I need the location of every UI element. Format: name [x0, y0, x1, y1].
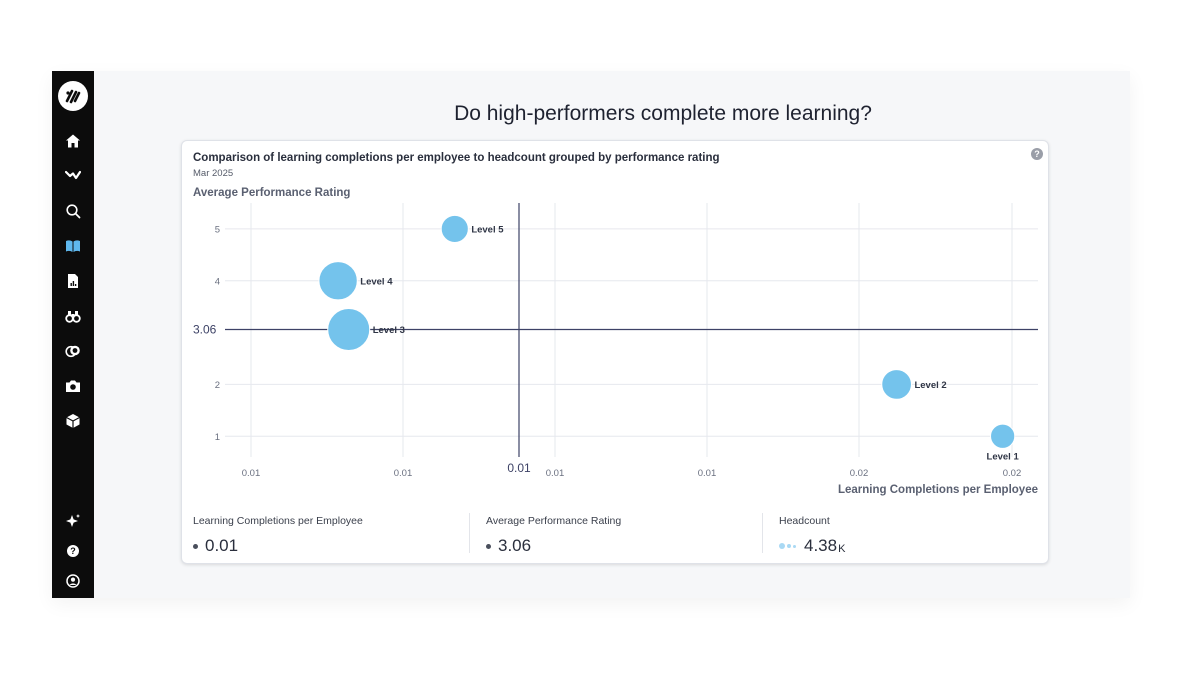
- bubble-level-2: [881, 369, 912, 400]
- explore-icon[interactable]: [63, 306, 83, 326]
- bubble-label: Level 2: [914, 380, 946, 391]
- bubble-chart: Average Performance Rating Learning Comp…: [193, 187, 1038, 496]
- metric-dot: [486, 543, 491, 549]
- metric-divider: [469, 513, 470, 553]
- y-axis-title: Average Performance Rating: [193, 187, 350, 199]
- camera-icon[interactable]: [63, 376, 83, 396]
- search-icon[interactable]: [63, 201, 83, 221]
- bubble-level-4: [318, 261, 358, 301]
- bubble-size-legend-icon: [779, 543, 798, 549]
- metric-label: Learning Completions per Employee: [193, 515, 363, 527]
- bubble-label: Level 4: [360, 276, 393, 287]
- y-tick-label: 1: [215, 432, 220, 443]
- bubble-level-3: [327, 307, 371, 351]
- average-rating-reference-label: 3.06: [193, 322, 217, 336]
- bubble-label: Level 3: [373, 325, 405, 336]
- sidebar: ?: [52, 71, 94, 598]
- y-tick-label: 4: [215, 276, 220, 287]
- chart-card: Comparison of learning completions per e…: [181, 140, 1049, 564]
- metric-divider: [762, 513, 763, 553]
- metric-dot: [193, 543, 198, 549]
- bubble-label: Level 1: [987, 451, 1020, 462]
- svg-text:?: ?: [70, 546, 76, 556]
- x-tick-label: 0.02: [1003, 468, 1022, 479]
- metric-label: Headcount: [779, 515, 830, 527]
- sparkle-icon[interactable]: [63, 511, 83, 531]
- account-icon[interactable]: [63, 571, 83, 591]
- y-tick-label: 5: [215, 224, 220, 235]
- logo-icon[interactable]: [58, 81, 88, 111]
- metric-average-rating: Average Performance Rating 3.06: [486, 515, 621, 555]
- integrations-icon[interactable]: [63, 341, 83, 361]
- x-tick-label: 0.02: [850, 468, 869, 479]
- x-axis-title: Learning Completions per Employee: [838, 484, 1038, 496]
- metric-unit: K: [838, 542, 846, 555]
- metric-value: 0.01: [205, 536, 239, 555]
- bubble-level-5: [440, 214, 469, 243]
- metric-learning-completions: Learning Completions per Employee 0.01: [193, 515, 363, 555]
- metric-headcount: Headcount 4.38 K: [779, 515, 845, 555]
- help-icon[interactable]: ?: [63, 541, 83, 561]
- chart-title: Comparison of learning completions per e…: [193, 152, 720, 164]
- report-icon[interactable]: [63, 271, 83, 291]
- x-tick-label: 0.01: [546, 468, 565, 479]
- metric-value: 3.06: [498, 536, 532, 555]
- metric-value: 4.38: [804, 536, 838, 555]
- metric-label: Average Performance Rating: [486, 515, 622, 527]
- x-tick-label: 0.01: [698, 468, 717, 479]
- learning-completions-reference-label: 0.01: [507, 461, 531, 475]
- library-icon[interactable]: [63, 236, 83, 256]
- page-title: Do high-performers complete more learnin…: [454, 102, 872, 125]
- home-icon[interactable]: [63, 131, 83, 151]
- y-tick-label: 2: [215, 380, 220, 391]
- x-tick-label: 0.01: [242, 468, 261, 479]
- chart-subtitle: Mar 2025: [193, 168, 234, 179]
- app-window: ? Do high-performers complete more learn…: [52, 71, 1130, 598]
- package-icon[interactable]: [63, 411, 83, 431]
- bubble-level-1: [990, 423, 1016, 449]
- x-tick-label: 0.01: [394, 468, 413, 479]
- insights-icon[interactable]: [63, 166, 83, 186]
- bubble-label: Level 5: [471, 224, 504, 235]
- chart-help-icon[interactable]: ?: [1031, 148, 1043, 160]
